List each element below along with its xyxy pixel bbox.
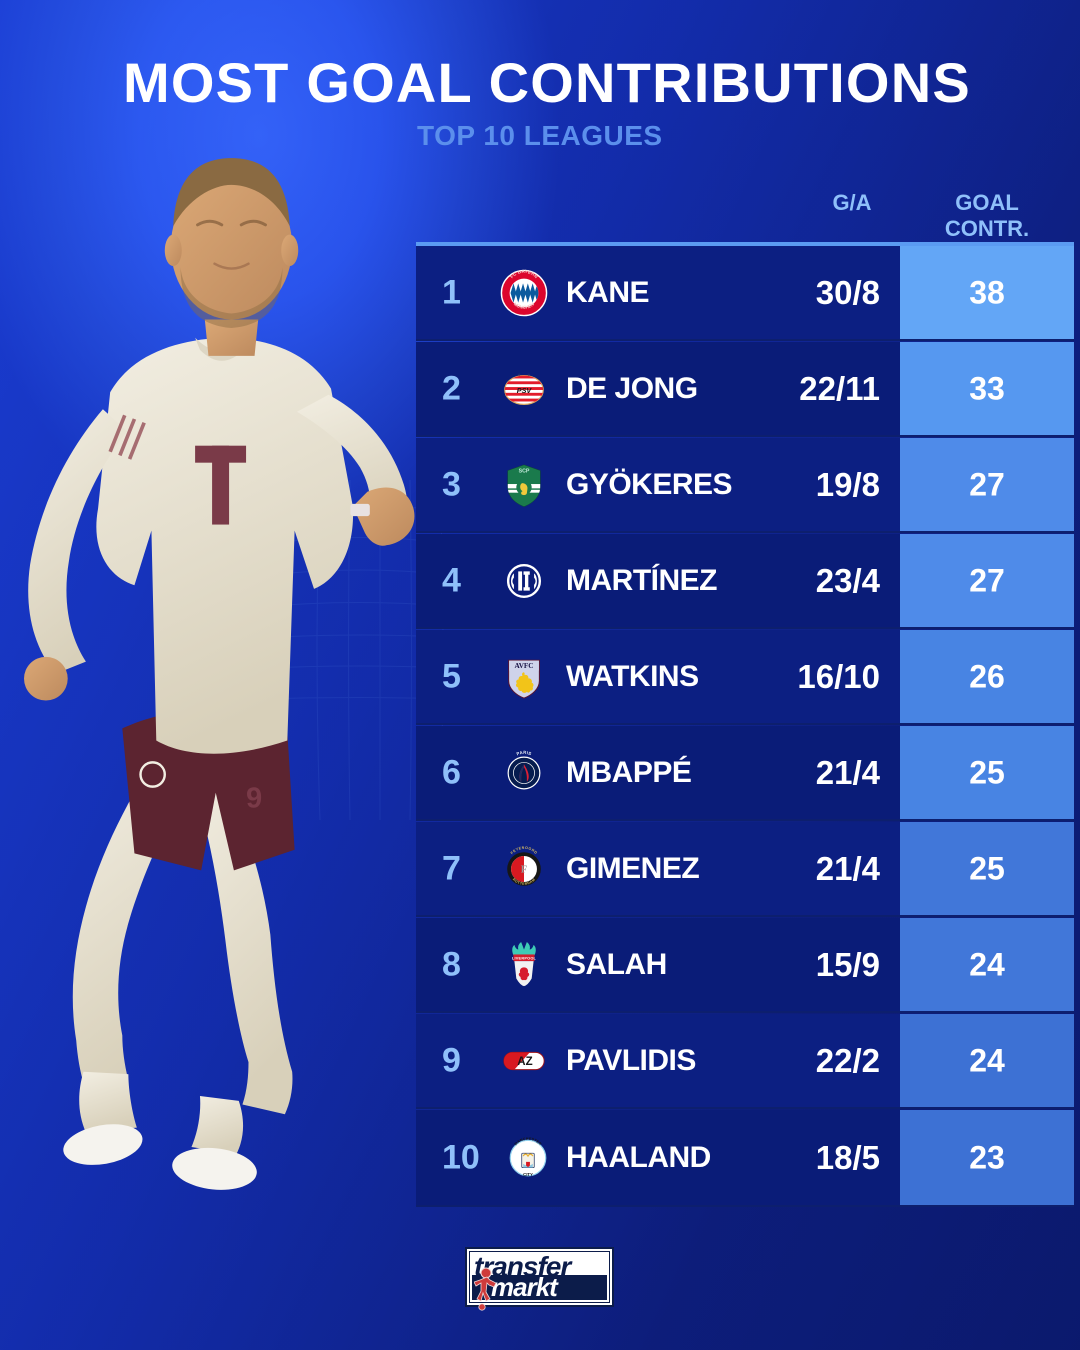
svg-text:F: F (521, 864, 527, 875)
svg-text:AZ: AZ (517, 1056, 532, 1068)
svg-text:LIVERPOOL: LIVERPOOL (512, 957, 537, 961)
svg-text:AVFC: AVFC (514, 662, 533, 670)
svg-text:CITY: CITY (523, 1172, 533, 1177)
svg-text:PARIS: PARIS (516, 750, 533, 757)
svg-text:PSV: PSV (517, 386, 533, 395)
svg-text:9: 9 (246, 782, 262, 814)
svg-text:SCP: SCP (519, 469, 530, 475)
